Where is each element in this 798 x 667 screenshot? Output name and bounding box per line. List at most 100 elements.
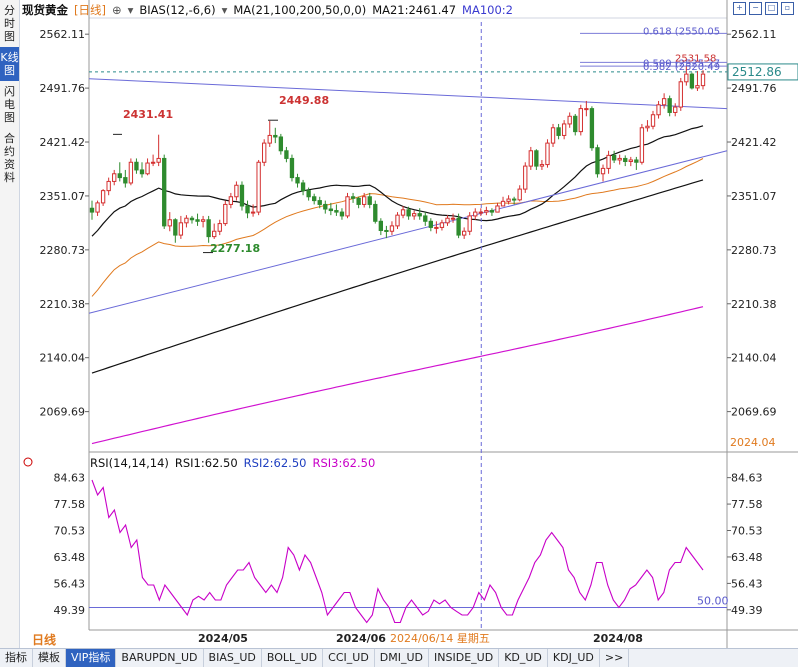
candle-body: [528, 150, 533, 167]
maximize-icon[interactable]: ▫: [781, 2, 794, 15]
fib-382-label: 0.382 (2520.49: [643, 62, 720, 73]
time-axis-label: 2024/08: [593, 632, 643, 645]
candle-body: [695, 85, 700, 89]
candle-body: [278, 136, 284, 152]
candle-body: [106, 180, 111, 192]
indicator-tab-1[interactable]: 模板: [33, 649, 66, 667]
indicator-tab-11[interactable]: >>: [600, 649, 630, 667]
candle-body: [423, 215, 428, 222]
candle-body: [123, 177, 128, 184]
candle-body: [534, 150, 539, 167]
candle-body: [139, 169, 145, 175]
candle-body: [661, 98, 667, 106]
bullet-icon: ▾: [127, 3, 134, 17]
candle-body: [634, 159, 639, 163]
rsi-label[interactable]: RSI(14,14,14): [90, 456, 169, 470]
indicator-tab-2[interactable]: VIP指标: [66, 649, 117, 667]
sidebar: 分时图 K线图 闪电图 合约资料: [0, 0, 20, 648]
candle-body: [450, 217, 456, 220]
indicator-tab-4[interactable]: BIAS_UD: [204, 649, 262, 667]
candle-body: [489, 210, 495, 213]
time-axis-label: 2024/06: [336, 632, 386, 645]
bottom-period-label[interactable]: 日线: [32, 633, 57, 647]
chart-canvas[interactable]: 2562.11 2562.11 2491.76 2491.76 2421.42 2421.…: [0, 0, 798, 648]
indicator-tab-5[interactable]: BOLL_UD: [262, 649, 324, 667]
candle-body: [578, 108, 583, 133]
candle-body: [289, 157, 295, 179]
candle-body: [312, 196, 317, 202]
rsi-tick-label-right: 49.39: [731, 604, 763, 617]
candle-body: [606, 154, 611, 169]
rsi-tick-label-left: 70.53: [54, 525, 86, 538]
candle-body: [628, 159, 633, 163]
bullet-icon: ▾: [221, 3, 228, 17]
candle-body: [284, 150, 289, 159]
candle-body: [150, 161, 156, 164]
candle-body: [484, 210, 489, 213]
settings-icon[interactable]: ⊕: [111, 3, 122, 17]
rsi-settings-icon[interactable]: [23, 457, 33, 467]
tab-kline[interactable]: K线图: [0, 47, 19, 81]
candle-body: [417, 213, 422, 217]
candle-body: [189, 217, 195, 221]
rsi1-value: RSI1:62.50: [174, 456, 238, 470]
candle-body: [545, 142, 550, 166]
candle-body: [650, 114, 656, 127]
candle-body: [239, 184, 245, 207]
bias-indicator[interactable]: BIAS(12,-6,6): [139, 3, 216, 17]
candle-body: [295, 177, 300, 184]
candle-body: [328, 208, 334, 212]
rsi-line: [91, 479, 704, 624]
price-tick-label-right: 2491.76: [731, 82, 777, 95]
candle-body: [595, 147, 600, 175]
candle-body: [206, 219, 211, 238]
indicator-tab-8[interactable]: INSIDE_UD: [429, 649, 500, 667]
candle-body: [223, 203, 228, 225]
indicator-tab-7[interactable]: DMI_UD: [375, 649, 430, 667]
price-tick-label-right: 2210.38: [731, 298, 777, 311]
tab-time-share[interactable]: 分时图: [4, 4, 15, 43]
zoom-in-icon[interactable]: +: [733, 2, 746, 15]
candle-body: [684, 73, 689, 83]
ma-indicator[interactable]: MA(21,100,200,50,0,0): [233, 3, 367, 17]
candle-body: [112, 173, 117, 182]
rsi-tick-label-right: 63.48: [731, 551, 763, 564]
candle-body: [323, 203, 328, 210]
restore-icon[interactable]: □: [765, 2, 778, 15]
indicator-tab-0[interactable]: 指标: [0, 649, 33, 667]
candle-body: [89, 207, 95, 213]
indicator-tab-10[interactable]: KDJ_UD: [548, 649, 600, 667]
period-label[interactable]: [日线]: [74, 3, 106, 17]
fib-618-label: 0.618 (2550.05: [643, 26, 720, 37]
candle-body: [100, 190, 106, 204]
candle-body: [134, 161, 139, 171]
zoom-out-icon[interactable]: −: [749, 2, 762, 15]
candle-body: [356, 197, 361, 205]
candle-body: [178, 222, 184, 236]
current-price-box: [727, 63, 798, 81]
rsi2-value: RSI2:62.50: [243, 456, 307, 470]
ma200-line: [91, 306, 704, 445]
candle-body: [345, 196, 350, 217]
indicator-tab-3[interactable]: BARUPDN_UD: [116, 649, 204, 667]
tab-contract-info[interactable]: 合约资料: [4, 132, 15, 184]
rsi-tick-label-left: 49.39: [54, 604, 86, 617]
candle-body: [167, 219, 172, 227]
price-tick-label-left: 2562.11: [40, 28, 86, 41]
price-tick-label-right: 2280.73: [731, 244, 777, 257]
tab-flash[interactable]: 闪电图: [4, 85, 15, 124]
candle-body: [434, 226, 439, 229]
candle-body: [584, 108, 589, 111]
candle-body: [395, 214, 400, 227]
candle-body: [656, 104, 661, 116]
candle-body: [511, 198, 517, 201]
rsi-tick-label-left: 84.63: [54, 472, 86, 485]
indicator-tab-6[interactable]: CCI_UD: [323, 649, 375, 667]
indicator-tab-9[interactable]: KD_UD: [499, 649, 548, 667]
candle-body: [156, 157, 161, 163]
price-tick-label-left: 2491.76: [40, 82, 86, 95]
crosshair-date-label: 2024/06/14 星期五: [390, 632, 490, 645]
candle-body: [228, 196, 234, 205]
rsi-tick-label-right: 84.63: [731, 472, 763, 485]
ma100-line: [91, 179, 704, 374]
